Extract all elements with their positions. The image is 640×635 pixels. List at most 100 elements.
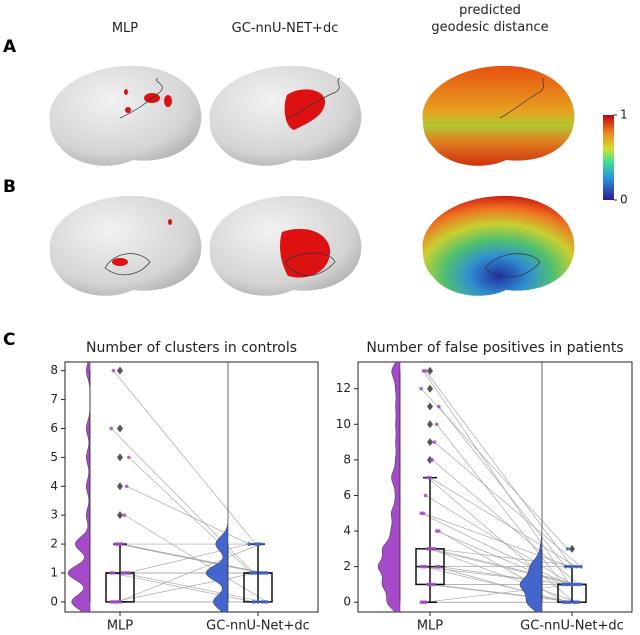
point: [437, 404, 441, 409]
point: [576, 582, 581, 587]
point: [434, 422, 439, 427]
column-header: MLP: [111, 21, 139, 36]
pair-line: [113, 572, 256, 603]
lesion: [112, 89, 331, 278]
pair-line: [110, 428, 254, 574]
point: [256, 600, 260, 604]
x-tick-label: GC-nnU-Net+dc: [206, 619, 310, 634]
brain: [422, 65, 575, 166]
pair-line: [425, 370, 573, 567]
point: [251, 571, 256, 575]
flier: [427, 438, 433, 447]
flier: [427, 384, 433, 393]
point: [265, 600, 269, 604]
pair-line: [119, 543, 263, 574]
point: [423, 369, 428, 373]
pair-line: [423, 566, 570, 603]
pair-line: [432, 584, 579, 603]
violin: [205, 362, 229, 613]
flier: [427, 455, 433, 464]
pair-line: [117, 543, 261, 574]
flier: [427, 402, 433, 411]
point: [423, 564, 428, 569]
pair-line: [438, 530, 566, 603]
point: [118, 600, 122, 604]
pair-line: [429, 548, 577, 603]
point: [437, 564, 441, 569]
point: [432, 582, 437, 587]
point: [568, 600, 572, 605]
pair-line: [421, 512, 568, 585]
pair-line: [113, 370, 257, 545]
panel-label: C: [3, 330, 16, 350]
y-tick-label: 8: [343, 452, 351, 466]
panel-label: B: [3, 177, 16, 197]
x-tick-label: MLP: [107, 619, 133, 634]
point: [437, 529, 441, 533]
plot-frame: [357, 361, 633, 613]
point: [109, 426, 113, 431]
pair-line: [429, 477, 577, 567]
violin: [519, 362, 543, 613]
y-tick-label: 5: [50, 450, 58, 464]
point: [419, 386, 424, 391]
colorbar-label: 1: [620, 108, 628, 122]
point: [579, 564, 583, 569]
pair-line: [432, 548, 579, 585]
y-tick-label: 4: [50, 479, 58, 493]
flier: [117, 511, 123, 520]
brains: [49, 65, 614, 296]
y-tick-label: 4: [343, 524, 351, 538]
pair-line: [111, 572, 254, 603]
point: [111, 368, 116, 373]
pair-line: [423, 370, 571, 585]
point: [432, 547, 437, 551]
point: [570, 564, 574, 569]
flier: [117, 453, 123, 462]
brain: [422, 195, 575, 296]
pair-line: [124, 514, 267, 603]
pair-line: [431, 459, 579, 585]
y-tick-label: 2: [343, 559, 351, 573]
point: [254, 542, 258, 546]
point: [563, 600, 568, 605]
point: [430, 458, 435, 462]
panel-label: A: [3, 37, 17, 57]
pair-line: [434, 548, 581, 567]
y-tick-label: 0: [50, 594, 58, 608]
point: [565, 547, 570, 551]
brain: [49, 195, 202, 296]
pair-line: [126, 485, 250, 545]
pair-line: [425, 495, 573, 585]
point: [111, 571, 116, 575]
column-header: predicted geodesic distance: [431, 3, 549, 35]
y-tick-label: 6: [343, 488, 351, 502]
pair-line: [427, 477, 575, 603]
y-tick-label: 1: [50, 565, 58, 579]
brain: [49, 65, 202, 166]
pair-line: [122, 572, 265, 603]
y-tick-label: 3: [50, 508, 58, 522]
point: [247, 542, 251, 546]
y-tick-label: 2: [50, 537, 58, 551]
point: [423, 493, 428, 498]
point: [563, 564, 568, 569]
pair-line: [421, 566, 568, 585]
flier: [117, 482, 123, 491]
outline: [104, 77, 545, 278]
y-tick-label: 0: [343, 595, 351, 609]
point: [122, 513, 127, 517]
y-tick-label: 10: [336, 417, 351, 431]
pair-line: [122, 543, 265, 574]
pair-line: [423, 512, 570, 567]
point: [120, 542, 124, 546]
pair-line: [436, 424, 564, 585]
y-tick-label: 12: [336, 381, 351, 395]
pair-line: [128, 457, 252, 574]
y-tick-label: 6: [50, 421, 58, 435]
point: [251, 600, 256, 604]
flier: [117, 366, 123, 375]
flier: [569, 544, 575, 553]
pair-line: [420, 388, 568, 550]
